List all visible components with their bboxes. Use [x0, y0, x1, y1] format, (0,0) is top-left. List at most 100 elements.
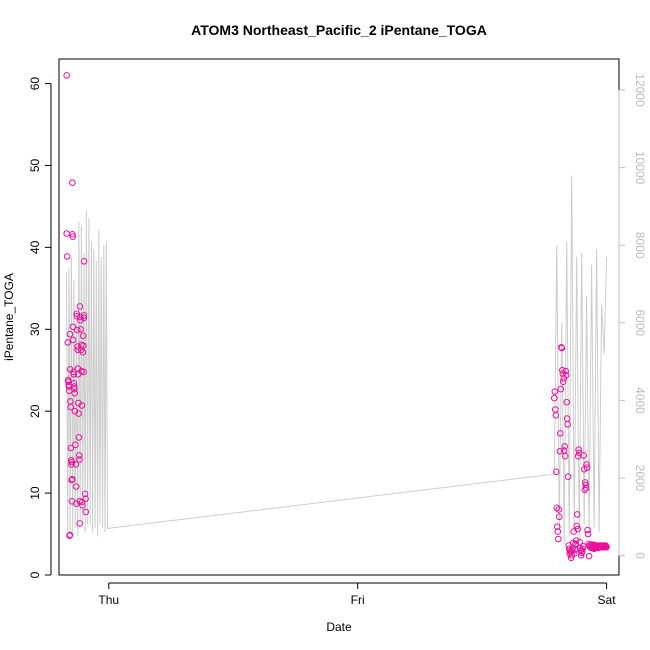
data-point: [583, 464, 591, 472]
data-point: [572, 537, 580, 544]
data-point: [570, 550, 578, 558]
data-point: [551, 388, 559, 395]
data-point: [553, 504, 561, 512]
data-point: [66, 330, 74, 338]
y-tick-label: 20: [28, 404, 42, 418]
data-point: [555, 506, 563, 513]
data-point: [582, 484, 590, 492]
data-point: [72, 483, 80, 490]
y-tick-label: 0: [28, 571, 42, 578]
data-point: [603, 543, 610, 551]
data-point: [584, 530, 592, 538]
data-point: [76, 520, 83, 527]
data-point: [573, 522, 581, 530]
data-point: [68, 475, 76, 483]
data-point: [562, 371, 570, 379]
data-point: [76, 303, 84, 310]
data-point: [554, 523, 561, 531]
series-line-0: [66, 175, 608, 545]
data-point: [581, 486, 589, 494]
plot-frame: [58, 58, 620, 576]
data-point: [74, 346, 81, 354]
plot-layer: [63, 72, 610, 562]
data-point: [69, 179, 76, 186]
data-point: [76, 456, 83, 463]
data-point: [71, 389, 78, 397]
data-point: [63, 230, 70, 237]
data-point: [73, 312, 81, 320]
data-point: [579, 545, 587, 553]
data-point: [73, 326, 81, 334]
data-point: [564, 473, 572, 481]
data-point: [71, 385, 78, 393]
data-point: [582, 481, 589, 489]
data-point: [584, 526, 591, 534]
y-tick-label: 10: [28, 486, 42, 500]
data-point: [81, 490, 89, 498]
data-point: [69, 336, 77, 344]
data-point: [557, 385, 565, 393]
data-point: [80, 312, 88, 319]
data-point: [552, 412, 560, 419]
data-point: [80, 368, 87, 376]
data-point: [70, 371, 77, 378]
data-point: [583, 461, 590, 468]
data-point: [578, 547, 586, 555]
axes-layer: 0 10 20 30 40 50 60 0 2000 4000 6000 8000 10000 12000…: [28, 73, 647, 607]
data-point: [562, 367, 570, 375]
data-point: [559, 366, 566, 374]
data-point: [82, 495, 89, 503]
data-point: [80, 314, 88, 322]
y-axis-label: iPentane_TOGA: [2, 273, 16, 361]
data-point: [561, 452, 569, 460]
data-point: [559, 378, 567, 386]
data-point: [580, 452, 588, 459]
data-point: [69, 233, 76, 240]
data-point: [561, 443, 569, 450]
y2-tick-label: 8000: [633, 232, 647, 259]
data-point: [556, 513, 563, 521]
data-point: [66, 531, 74, 539]
data-point: [78, 402, 86, 409]
data-point: [572, 540, 580, 548]
x-tick-label: Fri: [351, 593, 365, 607]
data-point: [558, 344, 566, 352]
x-tick-label: Thu: [98, 593, 119, 607]
data-point: [78, 498, 86, 506]
y2-tick-label: 6000: [633, 309, 647, 336]
y-tick-label: 40: [28, 240, 42, 254]
x-axis-label: Date: [326, 620, 352, 634]
data-point: [73, 310, 80, 318]
data-point: [67, 403, 74, 411]
data-point: [80, 342, 87, 350]
data-point: [75, 452, 83, 459]
data-point: [63, 72, 70, 79]
data-point: [76, 313, 84, 321]
data-point: [75, 410, 82, 417]
y2-tick-label: 0: [633, 552, 647, 559]
data-point: [556, 448, 564, 455]
y-tick-label: 30: [28, 322, 42, 336]
data-point: [80, 258, 88, 265]
data-point: [64, 339, 71, 346]
y2-tick-label: 2000: [633, 465, 647, 492]
data-point: [553, 468, 560, 476]
data-point: [577, 552, 585, 559]
data-point: [70, 383, 78, 390]
data-point: [72, 461, 80, 468]
y-tick-label: 60: [28, 77, 42, 91]
chart-title: ATOM3 Northeast_Pacific_2 iPentane_TOGA: [191, 22, 487, 38]
data-point: [69, 323, 77, 331]
data-point: [555, 535, 562, 543]
x-tick-label: Sat: [598, 593, 617, 607]
data-point: [554, 528, 562, 535]
data-point: [72, 441, 79, 449]
data-point: [563, 398, 571, 406]
data-point: [79, 332, 87, 340]
data-point: [551, 394, 558, 402]
data-point: [579, 543, 587, 550]
data-point: [69, 231, 76, 238]
data-point: [79, 348, 87, 356]
y2-tick-label: 10000: [633, 151, 647, 185]
